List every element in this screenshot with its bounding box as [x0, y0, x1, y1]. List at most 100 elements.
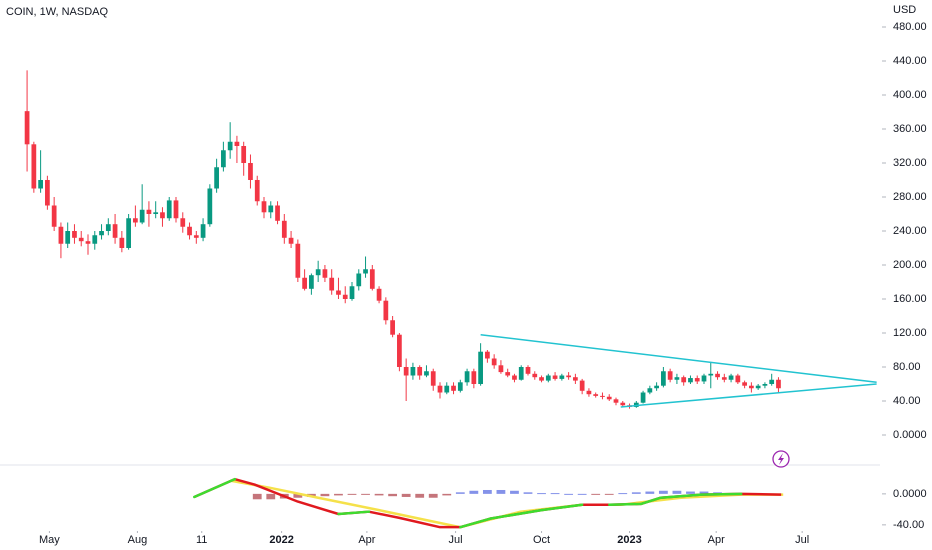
fast-rising-segment — [700, 492, 743, 496]
candle-body — [85, 241, 91, 244]
candle-body — [139, 209, 145, 223]
candle-body — [31, 144, 37, 189]
candle-body — [708, 373, 714, 376]
candle-body — [281, 220, 287, 238]
candle-body — [647, 388, 653, 393]
histogram-bar — [455, 492, 465, 494]
indicator-tick-label: -40.00 — [893, 519, 924, 531]
candle-body — [640, 392, 646, 403]
candle-body — [200, 224, 206, 238]
candle-body — [288, 237, 294, 244]
candle-body — [539, 377, 544, 381]
candle-body — [620, 402, 626, 406]
histogram-bar — [374, 493, 384, 496]
slow-line — [229, 479, 784, 529]
histogram-bar — [334, 493, 343, 496]
chart-title: COIN, 1W, NASDAQ — [6, 6, 109, 18]
histogram-bar — [401, 493, 411, 497]
histogram-bar — [523, 492, 533, 494]
candle-body — [295, 243, 301, 278]
candle-body — [681, 377, 687, 383]
histogram-bar — [564, 493, 574, 495]
candle-body — [315, 269, 321, 276]
x-tick-label: Jul — [795, 534, 809, 546]
candle-body — [654, 385, 659, 389]
candle-body — [193, 235, 199, 238]
candle-body — [180, 218, 186, 227]
y-tick-label: 280.00 — [893, 191, 927, 203]
candle-body — [755, 385, 761, 389]
candle-body — [302, 277, 307, 289]
candle-body — [410, 367, 416, 376]
candle-body — [606, 396, 612, 400]
candle-body — [126, 218, 131, 248]
x-tick-label: Oct — [533, 534, 550, 546]
candle-body — [153, 212, 159, 214]
candle-body — [187, 226, 192, 236]
candle-body — [485, 351, 490, 359]
candle-body — [552, 375, 558, 379]
candle-body — [383, 300, 389, 321]
candle-body — [464, 371, 470, 383]
histogram-bar — [537, 493, 546, 495]
candle-body — [769, 379, 775, 384]
candle-body — [437, 385, 443, 393]
candle-body — [234, 141, 240, 146]
x-tick-label: May — [39, 534, 60, 546]
candle-body — [674, 377, 680, 380]
candle-body — [424, 371, 429, 376]
candle-body — [593, 394, 599, 396]
histogram-bar — [591, 493, 601, 495]
candle-body — [160, 212, 165, 219]
candle-body — [207, 188, 213, 225]
histogram-bar — [496, 489, 506, 494]
indicator-tick-label: 0.0000 — [893, 488, 927, 500]
lightning-icon[interactable] — [772, 450, 790, 468]
candle-body — [749, 385, 754, 389]
x-tick-label: Apr — [358, 534, 375, 546]
histogram-bar — [672, 490, 682, 494]
candle-body — [701, 375, 707, 382]
candle-body — [329, 277, 335, 291]
y-tick-label: 80.00 — [893, 361, 921, 373]
histogram-bar — [320, 493, 330, 497]
fast-rising-segment — [193, 477, 237, 499]
y-tick-label: 120.00 — [893, 327, 927, 339]
y-tick-label: 440.00 — [893, 55, 927, 67]
candle-body — [336, 290, 341, 295]
candle-body — [430, 371, 436, 386]
histogram-bar — [442, 493, 452, 496]
trendline — [620, 383, 877, 408]
candle-body — [559, 375, 565, 379]
candle-body — [451, 385, 456, 391]
histogram-bar — [510, 490, 519, 494]
candle-body — [112, 224, 118, 238]
candle-body — [221, 150, 226, 168]
candle-body — [342, 294, 348, 299]
histogram-bar — [252, 493, 262, 500]
histogram-bar — [631, 492, 641, 494]
candle-body — [457, 382, 463, 391]
candle-body — [491, 358, 497, 366]
x-tick-label: 2023 — [617, 534, 641, 546]
candle-body — [661, 371, 666, 386]
candle-body — [261, 201, 267, 213]
histogram-bar — [658, 490, 668, 494]
histogram-bar — [577, 493, 587, 495]
fast-rising-segment — [639, 496, 662, 506]
x-tick-label: Jul — [449, 534, 463, 546]
candle-body — [214, 167, 219, 189]
candle-body — [45, 180, 50, 206]
candle-body — [586, 390, 592, 395]
icon-bolt[interactable] — [778, 453, 784, 465]
y-tick-label: 320.00 — [893, 157, 927, 169]
candle-body — [72, 231, 77, 238]
candle-body — [78, 237, 84, 242]
y-tick-label: 480.00 — [893, 21, 927, 33]
histogram-bar — [293, 493, 303, 498]
y-tick-label: 40.00 — [893, 395, 921, 407]
y-tick-label: 160.00 — [893, 293, 927, 305]
histogram-bar — [645, 491, 655, 494]
candle-body — [38, 180, 43, 189]
